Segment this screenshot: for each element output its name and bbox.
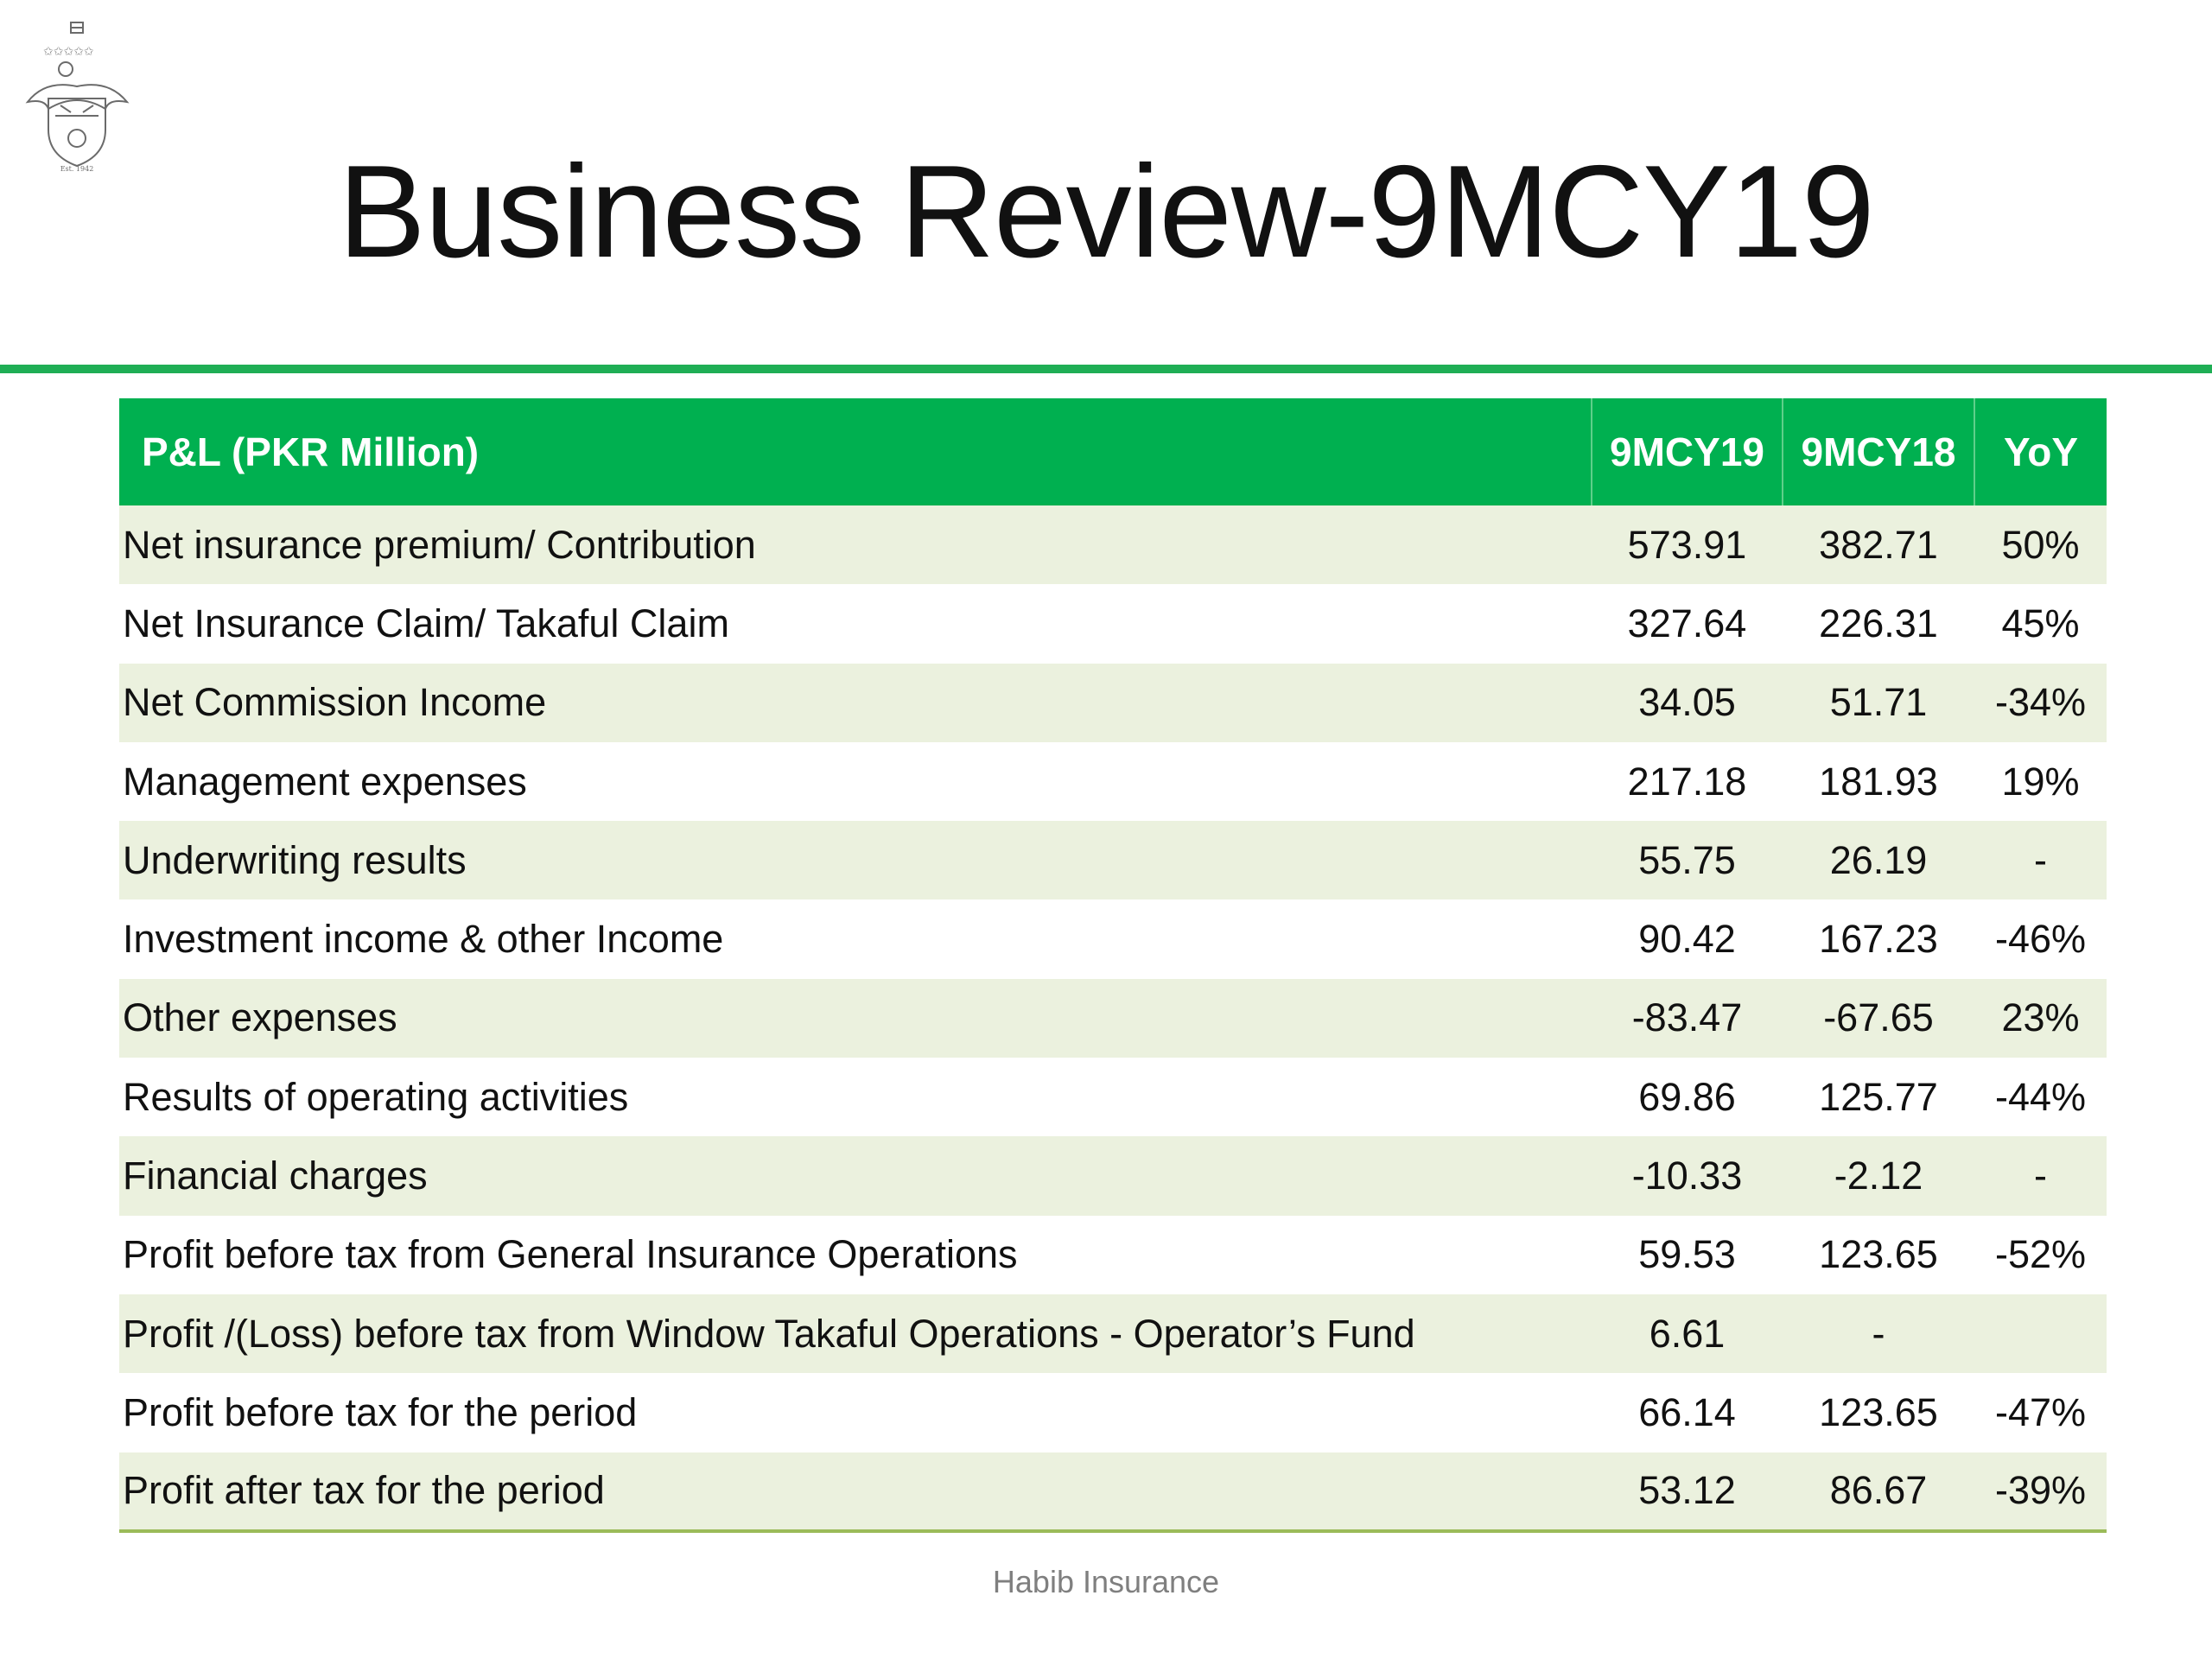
header-9mcy19: 9MCY19 [1592,398,1783,505]
value-yoy: - [2034,837,2047,882]
title-divider [0,365,2212,373]
value-9mcy18: 167.23 [1819,917,1938,962]
value-yoy: 23% [2001,995,2080,1040]
row-label: Profit before tax for the period [123,1389,638,1434]
table-row: Investment income & other Income 90.42 1… [119,899,2107,979]
table-row: Underwriting results 55.75 26.19 - [119,821,2107,900]
value-9mcy18: 226.31 [1819,601,1938,645]
value-9mcy19: 55.75 [1638,837,1736,882]
value-9mcy19: 573.91 [1627,522,1747,567]
value-9mcy18: -2.12 [1834,1154,1923,1198]
value-9mcy19: -10.33 [1631,1154,1743,1198]
row-label: Profit after tax for the period [119,1452,1592,1533]
value-yoy: - [2034,1154,2047,1198]
row-label: Investment income & other Income [123,917,724,962]
value-yoy: -52% [1994,1232,2087,1277]
value-yoy: 50% [2001,522,2080,567]
value-9mcy19: 66.14 [1638,1389,1736,1434]
table-row: Net Insurance Claim/ Takaful Claim 327.6… [119,584,2107,664]
row-label: Other expenses [123,995,397,1040]
table-row: Profit after tax for the period 53.12 86… [119,1452,2107,1533]
row-label: Net Commission Income [123,680,547,725]
table-row: Net Commission Income 34.05 51.71 -34% [119,663,2107,742]
value-9mcy19: 53.12 [1592,1452,1783,1533]
value-9mcy18: 125.77 [1819,1074,1938,1119]
slide-footer: Habib Insurance [992,1564,1220,1599]
value-9mcy18: 123.65 [1819,1389,1938,1434]
value-9mcy19: 34.05 [1638,680,1736,725]
company-crest-logo: ✩✩✩✩✩ Est. 1942 [19,19,136,173]
svg-text:✩✩✩✩✩: ✩✩✩✩✩ [43,45,94,59]
value-9mcy18: - [1872,1311,1885,1356]
value-yoy: -39% [1974,1452,2107,1533]
row-label: Net insurance premium/ Contribution [123,522,756,567]
header-yoy: YoY [2003,429,2079,474]
row-label: Profit /(Loss) before tax from Window Ta… [123,1311,1415,1356]
row-label: Net Insurance Claim/ Takaful Claim [123,601,729,645]
value-9mcy18: 123.65 [1819,1232,1938,1277]
table-row: Financial charges -10.33 -2.12 - [119,1136,2107,1216]
value-yoy: -34% [1994,680,2087,725]
value-9mcy19: 90.42 [1638,917,1736,962]
value-yoy: 45% [2001,601,2080,645]
table-header-row: P&L (PKR Million) 9MCY19 9MCY18 YoY [119,398,2107,505]
value-yoy: -47% [1994,1389,2087,1434]
value-9mcy18: 26.19 [1829,837,1928,882]
row-label: Results of operating activities [123,1074,629,1119]
row-label: Profit before tax from General Insurance… [123,1232,1018,1277]
value-9mcy19: 217.18 [1627,759,1747,804]
value-9mcy19: 327.64 [1627,601,1747,645]
value-yoy: -46% [1994,917,2087,962]
value-9mcy19: -83.47 [1631,995,1743,1040]
value-9mcy18: 51.71 [1829,680,1928,725]
value-9mcy18: 181.93 [1819,759,1938,804]
value-yoy [1974,1294,2107,1373]
value-9mcy18: 86.67 [1783,1452,1974,1533]
table-row: Profit before tax from General Insurance… [119,1215,2107,1294]
header-9mcy18: 9MCY18 [1783,398,1975,505]
value-yoy: -44% [1994,1074,2087,1119]
table-row: Net insurance premium/ Contribution 573.… [119,505,2107,585]
value-9mcy18: 382.71 [1819,522,1938,567]
header-pl: P&L (PKR Million) [119,398,1592,505]
table-row: Other expenses -83.47 -67.65 23% [119,978,2107,1058]
table-row: Results of operating activities 69.86 12… [119,1058,2107,1137]
value-9mcy19: 6.61 [1649,1311,1726,1356]
value-9mcy19: 59.53 [1638,1232,1736,1277]
pl-table: P&L (PKR Million) 9MCY19 9MCY18 YoY Net … [119,398,2107,1533]
table-row: Management expenses 217.18 181.93 19% [119,741,2107,822]
logo-established-text: Est. 1942 [60,165,94,173]
value-9mcy18: -67.65 [1823,995,1934,1040]
row-label: Underwriting results [123,837,467,882]
value-9mcy19: 69.86 [1638,1074,1736,1119]
slide-title: Business Review-9MCY19 [338,138,1874,285]
row-label: Financial charges [123,1154,428,1198]
value-yoy: 19% [2001,759,2080,804]
table-row: Profit /(Loss) before tax from Window Ta… [119,1294,2107,1374]
table-row: Profit before tax for the period 66.14 1… [119,1373,2107,1452]
row-label: Management expenses [123,759,527,804]
